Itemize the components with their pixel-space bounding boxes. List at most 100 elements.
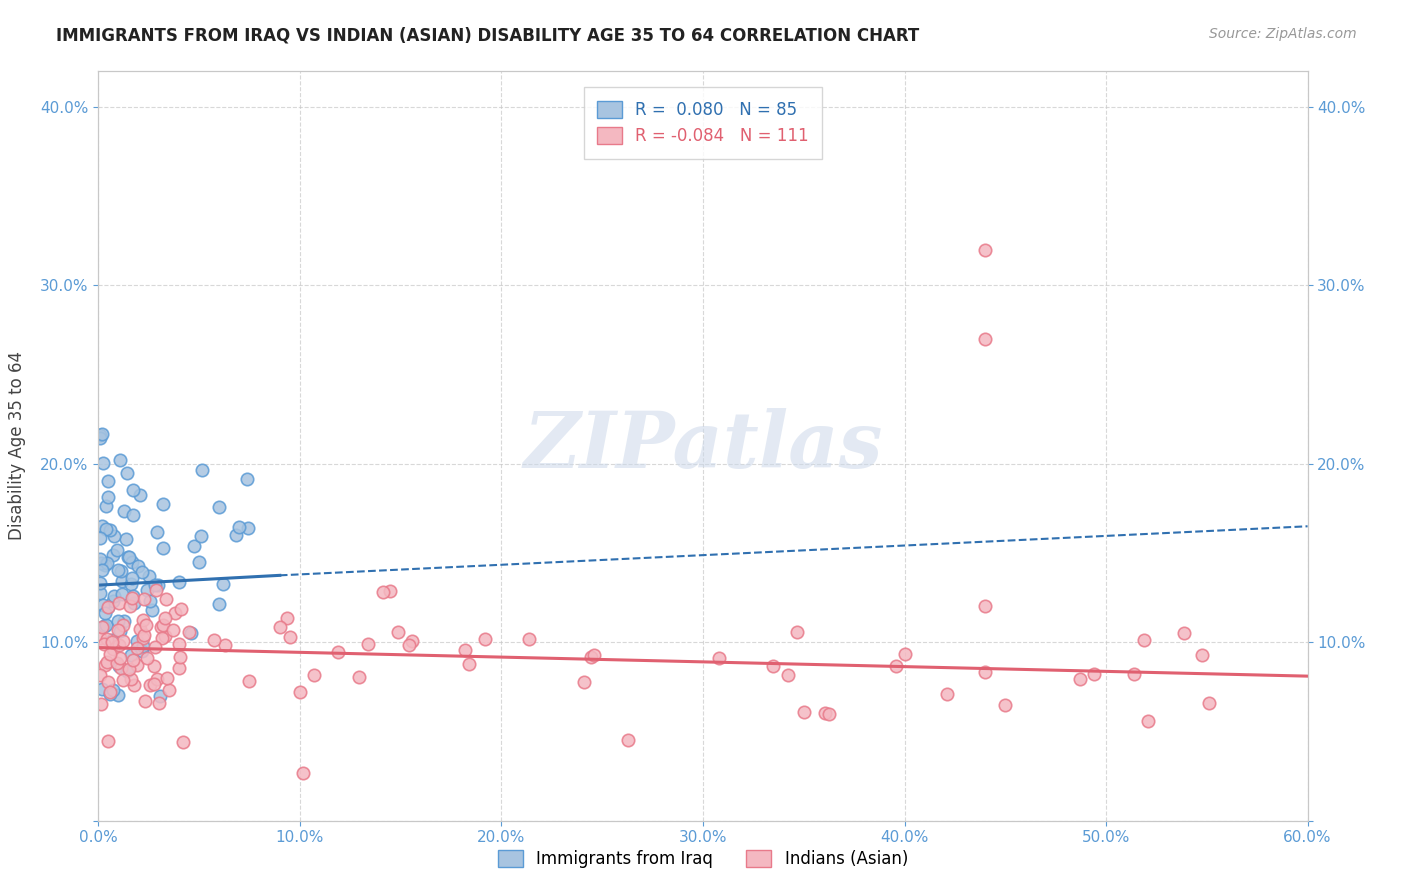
Point bbox=[103, 529, 125, 543]
Point bbox=[617, 733, 640, 747]
Point bbox=[122, 483, 145, 497]
Point bbox=[122, 508, 145, 522]
Point bbox=[378, 583, 401, 598]
Point bbox=[454, 643, 477, 657]
Point bbox=[103, 594, 125, 608]
Point bbox=[120, 648, 142, 663]
Point bbox=[157, 683, 180, 698]
Point bbox=[98, 523, 121, 537]
Point bbox=[112, 673, 135, 687]
Point bbox=[152, 617, 174, 632]
Point bbox=[97, 474, 120, 488]
Point bbox=[139, 594, 162, 608]
Point bbox=[107, 623, 129, 637]
Point bbox=[101, 641, 124, 656]
Point bbox=[236, 472, 259, 486]
Point bbox=[111, 633, 134, 648]
Point bbox=[994, 698, 1017, 712]
Point bbox=[169, 649, 191, 664]
Point bbox=[121, 653, 143, 667]
Point bbox=[94, 657, 117, 672]
Point bbox=[236, 521, 259, 535]
Point bbox=[101, 635, 124, 649]
Point bbox=[135, 583, 157, 598]
Point bbox=[138, 678, 160, 692]
Point bbox=[152, 541, 174, 556]
Point bbox=[1198, 696, 1220, 710]
Point bbox=[136, 651, 159, 665]
Point bbox=[208, 500, 231, 514]
Point bbox=[148, 578, 170, 592]
Point bbox=[115, 533, 138, 547]
Point bbox=[214, 638, 236, 652]
Point bbox=[152, 497, 174, 511]
Point bbox=[93, 637, 115, 651]
Point bbox=[302, 667, 325, 681]
Y-axis label: Disability Age 35 to 64: Disability Age 35 to 64 bbox=[8, 351, 27, 541]
Point bbox=[134, 627, 156, 641]
Point bbox=[457, 657, 479, 671]
Point bbox=[572, 674, 595, 689]
Point bbox=[292, 765, 315, 780]
Point bbox=[125, 633, 148, 648]
Point bbox=[89, 431, 111, 445]
Point bbox=[115, 466, 138, 480]
Point bbox=[122, 678, 145, 692]
Point bbox=[288, 685, 311, 699]
Point bbox=[762, 659, 785, 673]
Point bbox=[579, 649, 602, 664]
Point bbox=[131, 565, 153, 579]
Point bbox=[96, 556, 118, 570]
Point bbox=[91, 599, 114, 613]
Point bbox=[108, 651, 131, 665]
Point bbox=[103, 589, 125, 603]
Point bbox=[101, 548, 124, 562]
Point bbox=[129, 488, 152, 502]
Point bbox=[974, 243, 997, 257]
Point bbox=[1083, 667, 1105, 681]
Legend: R =  0.080   N = 85, R = -0.084   N = 111: R = 0.080 N = 85, R = -0.084 N = 111 bbox=[583, 87, 823, 159]
Point bbox=[110, 565, 132, 579]
Point bbox=[269, 620, 291, 634]
Point bbox=[107, 688, 129, 702]
Point bbox=[97, 600, 120, 615]
Point bbox=[401, 633, 423, 648]
Point bbox=[786, 625, 808, 640]
Point bbox=[127, 640, 149, 655]
Point bbox=[208, 597, 231, 611]
Point bbox=[89, 668, 111, 682]
Point bbox=[1133, 633, 1156, 648]
Point bbox=[1122, 667, 1144, 681]
Point bbox=[155, 629, 177, 643]
Point bbox=[108, 596, 131, 610]
Point bbox=[146, 672, 169, 686]
Point bbox=[120, 576, 142, 591]
Point bbox=[132, 592, 155, 607]
Point bbox=[94, 618, 117, 632]
Point bbox=[111, 574, 134, 588]
Point bbox=[112, 504, 135, 518]
Point bbox=[135, 617, 157, 632]
Point bbox=[120, 672, 142, 686]
Point bbox=[89, 586, 111, 600]
Point bbox=[89, 531, 111, 545]
Point bbox=[167, 637, 190, 651]
Point bbox=[89, 552, 111, 566]
Point bbox=[818, 706, 841, 721]
Point bbox=[131, 644, 153, 658]
Point bbox=[814, 706, 837, 721]
Point bbox=[90, 563, 112, 577]
Point bbox=[974, 599, 997, 613]
Point bbox=[1137, 714, 1160, 729]
Point bbox=[138, 569, 160, 583]
Point bbox=[398, 638, 420, 652]
Point bbox=[117, 550, 139, 565]
Point bbox=[387, 625, 409, 640]
Point bbox=[212, 577, 235, 591]
Point bbox=[93, 619, 115, 633]
Point bbox=[97, 734, 120, 748]
Point bbox=[1191, 648, 1213, 662]
Point bbox=[371, 585, 394, 599]
Point bbox=[131, 639, 153, 653]
Point bbox=[121, 591, 143, 605]
